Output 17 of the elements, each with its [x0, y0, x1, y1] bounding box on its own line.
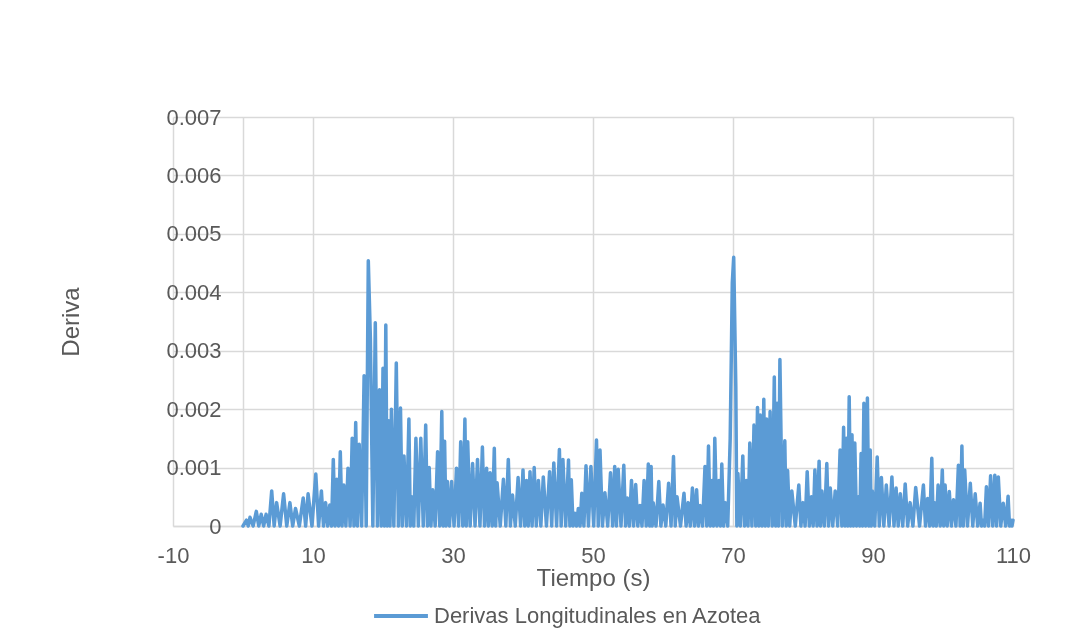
- x-tick-label: 10: [301, 542, 326, 568]
- y-tick-label: 0.004: [166, 279, 222, 305]
- line-series: [241, 255, 1015, 528]
- x-tick-label: -10: [157, 542, 190, 568]
- y-tick-label: 0.003: [166, 338, 222, 364]
- x-tick-label: 70: [721, 542, 746, 568]
- legend-label: Derivas Longitudinales en Azotea: [434, 603, 762, 628]
- y-tick-label: 0.005: [166, 221, 222, 247]
- y-tick-label: 0: [209, 513, 222, 539]
- y-tick-label: 0.006: [166, 162, 222, 188]
- y-tick-label: 0.007: [166, 104, 222, 130]
- x-tick-label: 90: [861, 542, 886, 568]
- x-tick-label: 30: [441, 542, 466, 568]
- x-tick-label: 110: [995, 542, 1032, 568]
- y-axis-title: Deriva: [57, 286, 85, 357]
- y-tick-label: 0.002: [166, 396, 222, 422]
- y-tick-label: 0.001: [166, 455, 222, 481]
